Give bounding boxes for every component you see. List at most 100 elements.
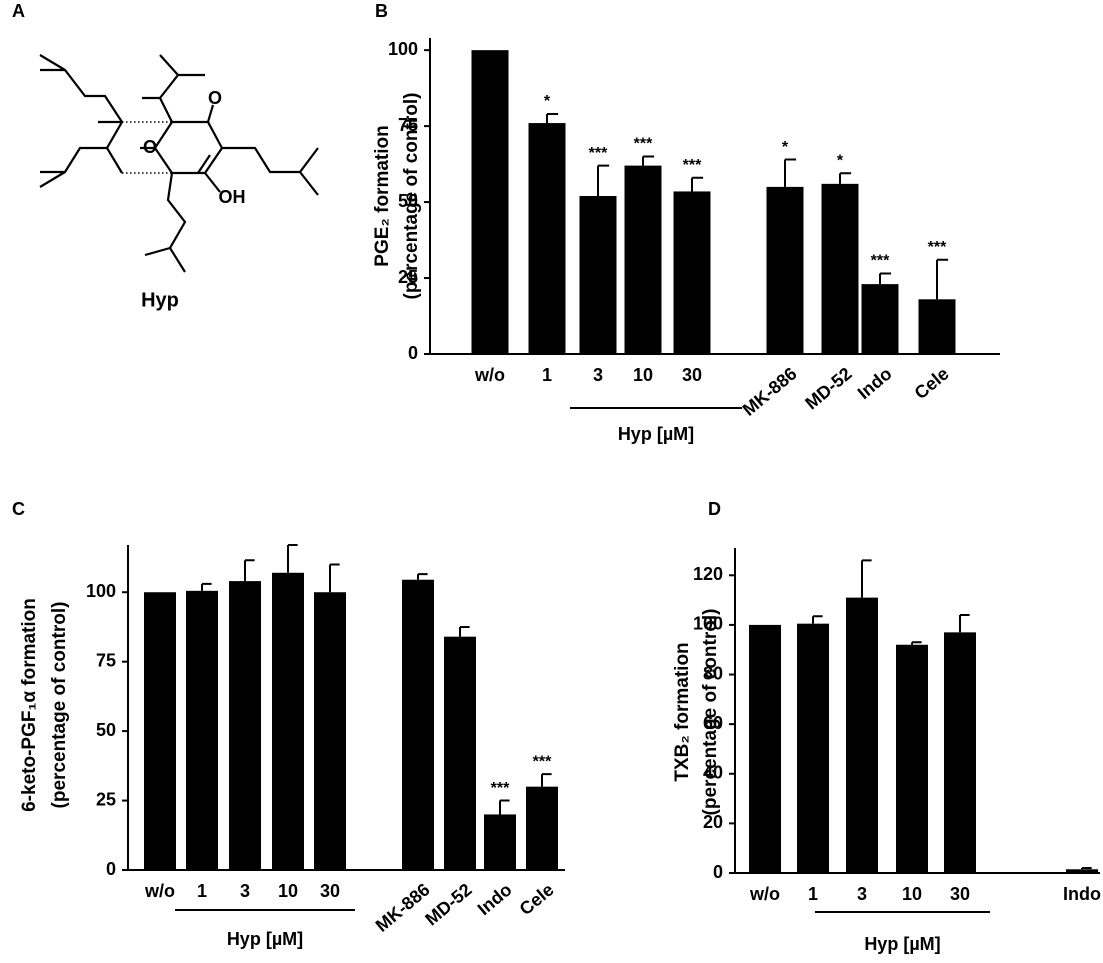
x-tick-label: Indo [474,879,516,919]
bar [861,284,899,354]
y-tick-label: 0 [408,343,418,363]
bonds [39,54,319,273]
y-axis-label: PGE₂ formation [372,125,393,266]
y-tick-label: 50 [398,191,418,211]
x-tick-label: 10 [278,881,298,901]
bar [579,196,617,354]
bar [896,644,928,873]
bar [766,186,804,354]
bar [144,592,176,870]
x-tick-label: MK-886 [739,363,801,419]
y-axis-label: (percentage of control) [401,93,422,300]
error-bar [417,573,428,580]
x-tick-label: MD-52 [801,363,855,413]
error-bar [329,563,340,593]
bar [229,581,261,870]
error-bar [784,158,797,187]
y-tick-label: 80 [703,663,723,683]
error-bar [936,258,949,300]
bar [944,632,976,873]
x-tick-label: 30 [950,884,970,904]
error-bar [812,615,823,624]
group-label: Hyp [µM] [864,934,940,954]
y-tick-label: 75 [96,650,116,670]
x-tick-label: 1 [197,881,207,901]
x-tick-label: w/o [749,884,780,904]
x-tick-label: Cele [516,879,558,919]
x-tick-label: MK-886 [372,879,434,935]
bar [528,123,566,354]
bar [484,814,516,870]
y-tick-label: 0 [106,859,116,879]
group-label: Hyp [µM] [227,929,303,949]
significance: *** [491,780,510,797]
error-bar [287,544,298,573]
y-tick-label: 20 [703,812,723,832]
x-tick-label: w/o [144,881,175,901]
x-tick-label: 3 [240,881,250,901]
y-tick-label: 120 [693,564,723,584]
bar [272,572,304,870]
y-tick-label: 50 [96,720,116,740]
atom-label: O [143,137,157,157]
y-tick-label: 25 [398,267,418,287]
error-bar [201,582,212,591]
significance: * [544,93,551,110]
error-bar [861,559,872,598]
chart: C 6-keto-PGF₁α formation (percentage of co… [12,499,565,949]
y-tick-label: 0 [713,862,723,882]
y-axis-label: (percentage of control) [700,609,721,816]
bar [1066,869,1098,873]
significance: *** [683,157,702,174]
x-tick-label: 1 [808,884,818,904]
x-tick-label: Cele [911,363,953,403]
y-axis-label: (percentage of control) [49,602,70,809]
bar [918,299,956,354]
panel-label: B [375,1,388,21]
y-tick-label: 60 [703,713,723,733]
y-tick-label: 40 [703,763,723,783]
bar [821,183,859,354]
bar [526,786,558,870]
y-tick-label: 100 [693,614,723,634]
x-tick-label: 30 [682,365,702,385]
error-bar [1081,867,1092,870]
x-tick-label: Indo [1063,884,1101,904]
significance: *** [533,753,552,770]
atom-label: O [208,88,222,108]
y-tick-label: 100 [86,581,116,601]
significance: *** [871,253,890,270]
y-tick-label: 75 [398,115,418,135]
error-bar [499,799,510,815]
error-bar [911,641,922,645]
bar [314,592,346,870]
error-bar [546,112,559,124]
y-tick-label: 25 [96,789,116,809]
bar [402,579,434,870]
error-bar [597,164,610,196]
x-tick-label: 3 [857,884,867,904]
y-axis-label: TXB₂ formation [672,642,693,781]
y-axis-label: 6-keto-PGF₁α formation [19,598,40,812]
error-bar [244,559,255,582]
panel-label: A [12,1,25,21]
bar [624,165,662,354]
bar [444,636,476,870]
x-tick-label: 30 [320,881,340,901]
significance: * [782,139,789,156]
bar [186,590,218,870]
error-bar [839,172,852,184]
bar [673,191,711,354]
x-tick-label: Indo [854,363,896,403]
bar [846,597,878,873]
significance: *** [589,145,608,162]
bar [471,50,509,355]
bar [749,624,781,873]
bar [797,623,829,873]
chart: B PGE₂ formation (percentage of control) 0 2… [372,1,1000,444]
error-bar [541,773,552,787]
error-bar [691,176,704,192]
compound-name: Hyp [141,289,179,311]
x-tick-label: MD-52 [421,879,475,929]
